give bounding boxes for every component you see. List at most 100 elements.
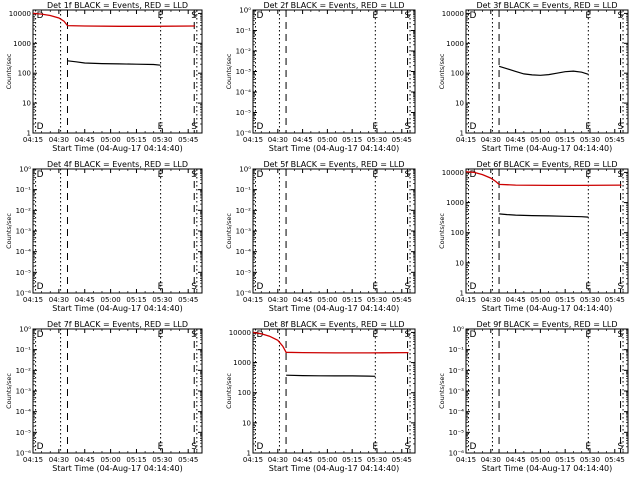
y-tick-label: 10⁻¹ [16,186,32,194]
x-tick-label: 05:30 [152,136,172,144]
marker-label-bottom: E [158,122,164,132]
x-tick-label: 05:00 [530,296,550,304]
marker-label-top: E [158,11,164,21]
x-tick-label: 04:15 [23,136,43,144]
y-axis-title: Counts/sec [5,213,13,249]
y-axis-title: Counts/sec [438,373,446,409]
x-tick-label: 04:30 [268,456,288,464]
panel-det-7f: Det 7f BLACK = Events, RED = LLD 10⁻⁶ 10⁻⁵… [5,320,203,473]
marker-label-top: E [158,170,164,180]
panel-det-1f: Det 1f BLACK = Events, RED = LLD 1 10 100 10… [5,1,203,153]
marker-label-bottom: S [405,122,411,132]
x-tick-label: 04:30 [481,296,501,304]
x-tick-label: 04:15 [456,456,476,464]
x-tick-label: 05:00 [101,296,121,304]
x-tick-label: 05:00 [317,296,337,304]
marker-label-bottom: S [618,442,624,452]
x-tick-label: 05:15 [126,456,146,464]
y-tick-label: 10⁻³ [236,228,252,236]
x-tick-label: 04:30 [268,136,288,144]
y-tick-label: 10⁻³ [449,388,465,396]
marker-label-bottom: D [37,122,44,132]
x-tick-label: 04:45 [505,136,525,144]
marker-label-bottom: E [158,282,164,292]
x-tick-label: 05:45 [605,136,625,144]
panel-det-3f: Det 3f BLACK = Events, RED = LLD 1 10 100 10… [438,1,629,153]
y-tick-label: 10 [455,100,464,108]
x-tick-label: 04:45 [292,136,312,144]
plot-frame [465,9,629,134]
marker-label-top: S [405,11,411,21]
y-tick-label: 10⁻⁵ [16,269,32,277]
x-axis-title: Start Time (04-Aug-17 04:14:40) [52,464,183,473]
panel-det-6f: Det 6f BLACK = Events, RED = LLD 1 10 100 10… [438,160,629,313]
y-tick-label: 10⁻³ [236,68,252,76]
y-tick-label: 10 [242,419,251,427]
x-tick-label: 05:45 [178,136,198,144]
series-line-lld [465,171,622,187]
x-tick-label: 05:30 [367,136,387,144]
y-tick-label: 10 [22,100,31,108]
series-line-lld [252,331,409,354]
marker-label-top: D [256,11,263,21]
panel-det-2f: Det 2f BLACK = Events, RED = LLD 10⁻⁶ 10⁻⁵… [225,1,416,153]
x-axis-title: Start Time (04-Aug-17 04:14:40) [269,144,400,153]
x-tick-label: 05:00 [101,136,121,144]
x-tick-label: 04:45 [505,296,525,304]
y-tick-label: 1000 [233,359,251,367]
y-tick-label: 10000 [9,10,31,18]
x-tick-label: 04:30 [49,136,69,144]
marker-label-bottom: S [405,442,411,452]
y-tick-label: 100 [18,70,31,78]
x-tick-label: 05:45 [392,136,412,144]
x-tick-label: 05:15 [342,296,362,304]
series-line-lld [32,12,196,27]
marker-label-top: S [618,170,624,180]
marker-label-bottom: E [585,442,591,452]
panel-title: Det 6f BLACK = Events, RED = LLD [476,160,617,169]
x-tick-label: 05:45 [178,296,198,304]
x-tick-label: 05:15 [555,456,575,464]
x-tick-label: 05:15 [126,296,146,304]
y-axis-title: Counts/sec [225,53,233,89]
y-tick-label: 10⁻⁵ [236,269,252,277]
x-tick-label: 05:15 [342,136,362,144]
y-axis-title: Counts/sec [5,53,13,89]
marker-label-bottom: E [585,282,591,292]
marker-label-bottom: E [585,122,591,132]
x-tick-label: 05:45 [178,456,198,464]
panel-det-4f: Det 4f BLACK = Events, RED = LLD 10⁻⁶ 10⁻⁵… [5,160,203,313]
x-axis-title: Start Time (04-Aug-17 04:14:40) [52,304,183,313]
x-tick-label: 05:30 [152,296,172,304]
panels-container: Det 1f BLACK = Events, RED = LLD11010010… [5,1,629,473]
marker-label-top: D [469,330,476,340]
y-tick-label: 10⁻² [236,207,252,215]
x-tick-label: 05:00 [530,456,550,464]
panel-title: Det 8f BLACK = Events, RED = LLD [263,320,404,329]
series-line-events [498,65,589,76]
panel-title: Det 5f BLACK = Events, RED = LLD [263,160,404,169]
marker-label-top: S [191,11,197,21]
marker-label-bottom: S [191,122,197,132]
y-tick-label: 10⁻⁴ [236,89,252,97]
y-tick-label: 10⁻⁶ [16,450,32,458]
y-tick-label: 10⁻⁵ [449,429,465,437]
x-tick-label: 05:15 [342,456,362,464]
marker-label-bottom: D [469,122,476,132]
panel-title: Det 2f BLACK = Events, RED = LLD [263,1,404,10]
x-tick-label: 05:30 [152,456,172,464]
x-tick-label: 05:45 [392,296,412,304]
y-axis-title: Counts/sec [225,213,233,249]
marker-label-bottom: S [405,282,411,292]
x-tick-label: 05:00 [317,456,337,464]
marker-label-top: D [37,170,44,180]
panel-det-9f: Det 9f BLACK = Events, RED = LLD 10⁻⁶ 10⁻⁵… [438,320,629,473]
x-tick-label: 05:15 [126,136,146,144]
x-tick-label: 05:15 [555,136,575,144]
x-tick-label: 05:15 [555,296,575,304]
marker-label-top: E [372,330,378,340]
x-tick-label: 04:15 [243,456,263,464]
plot-frame [32,9,203,134]
marker-label-top: D [469,170,476,180]
marker-label-bottom: D [469,442,476,452]
